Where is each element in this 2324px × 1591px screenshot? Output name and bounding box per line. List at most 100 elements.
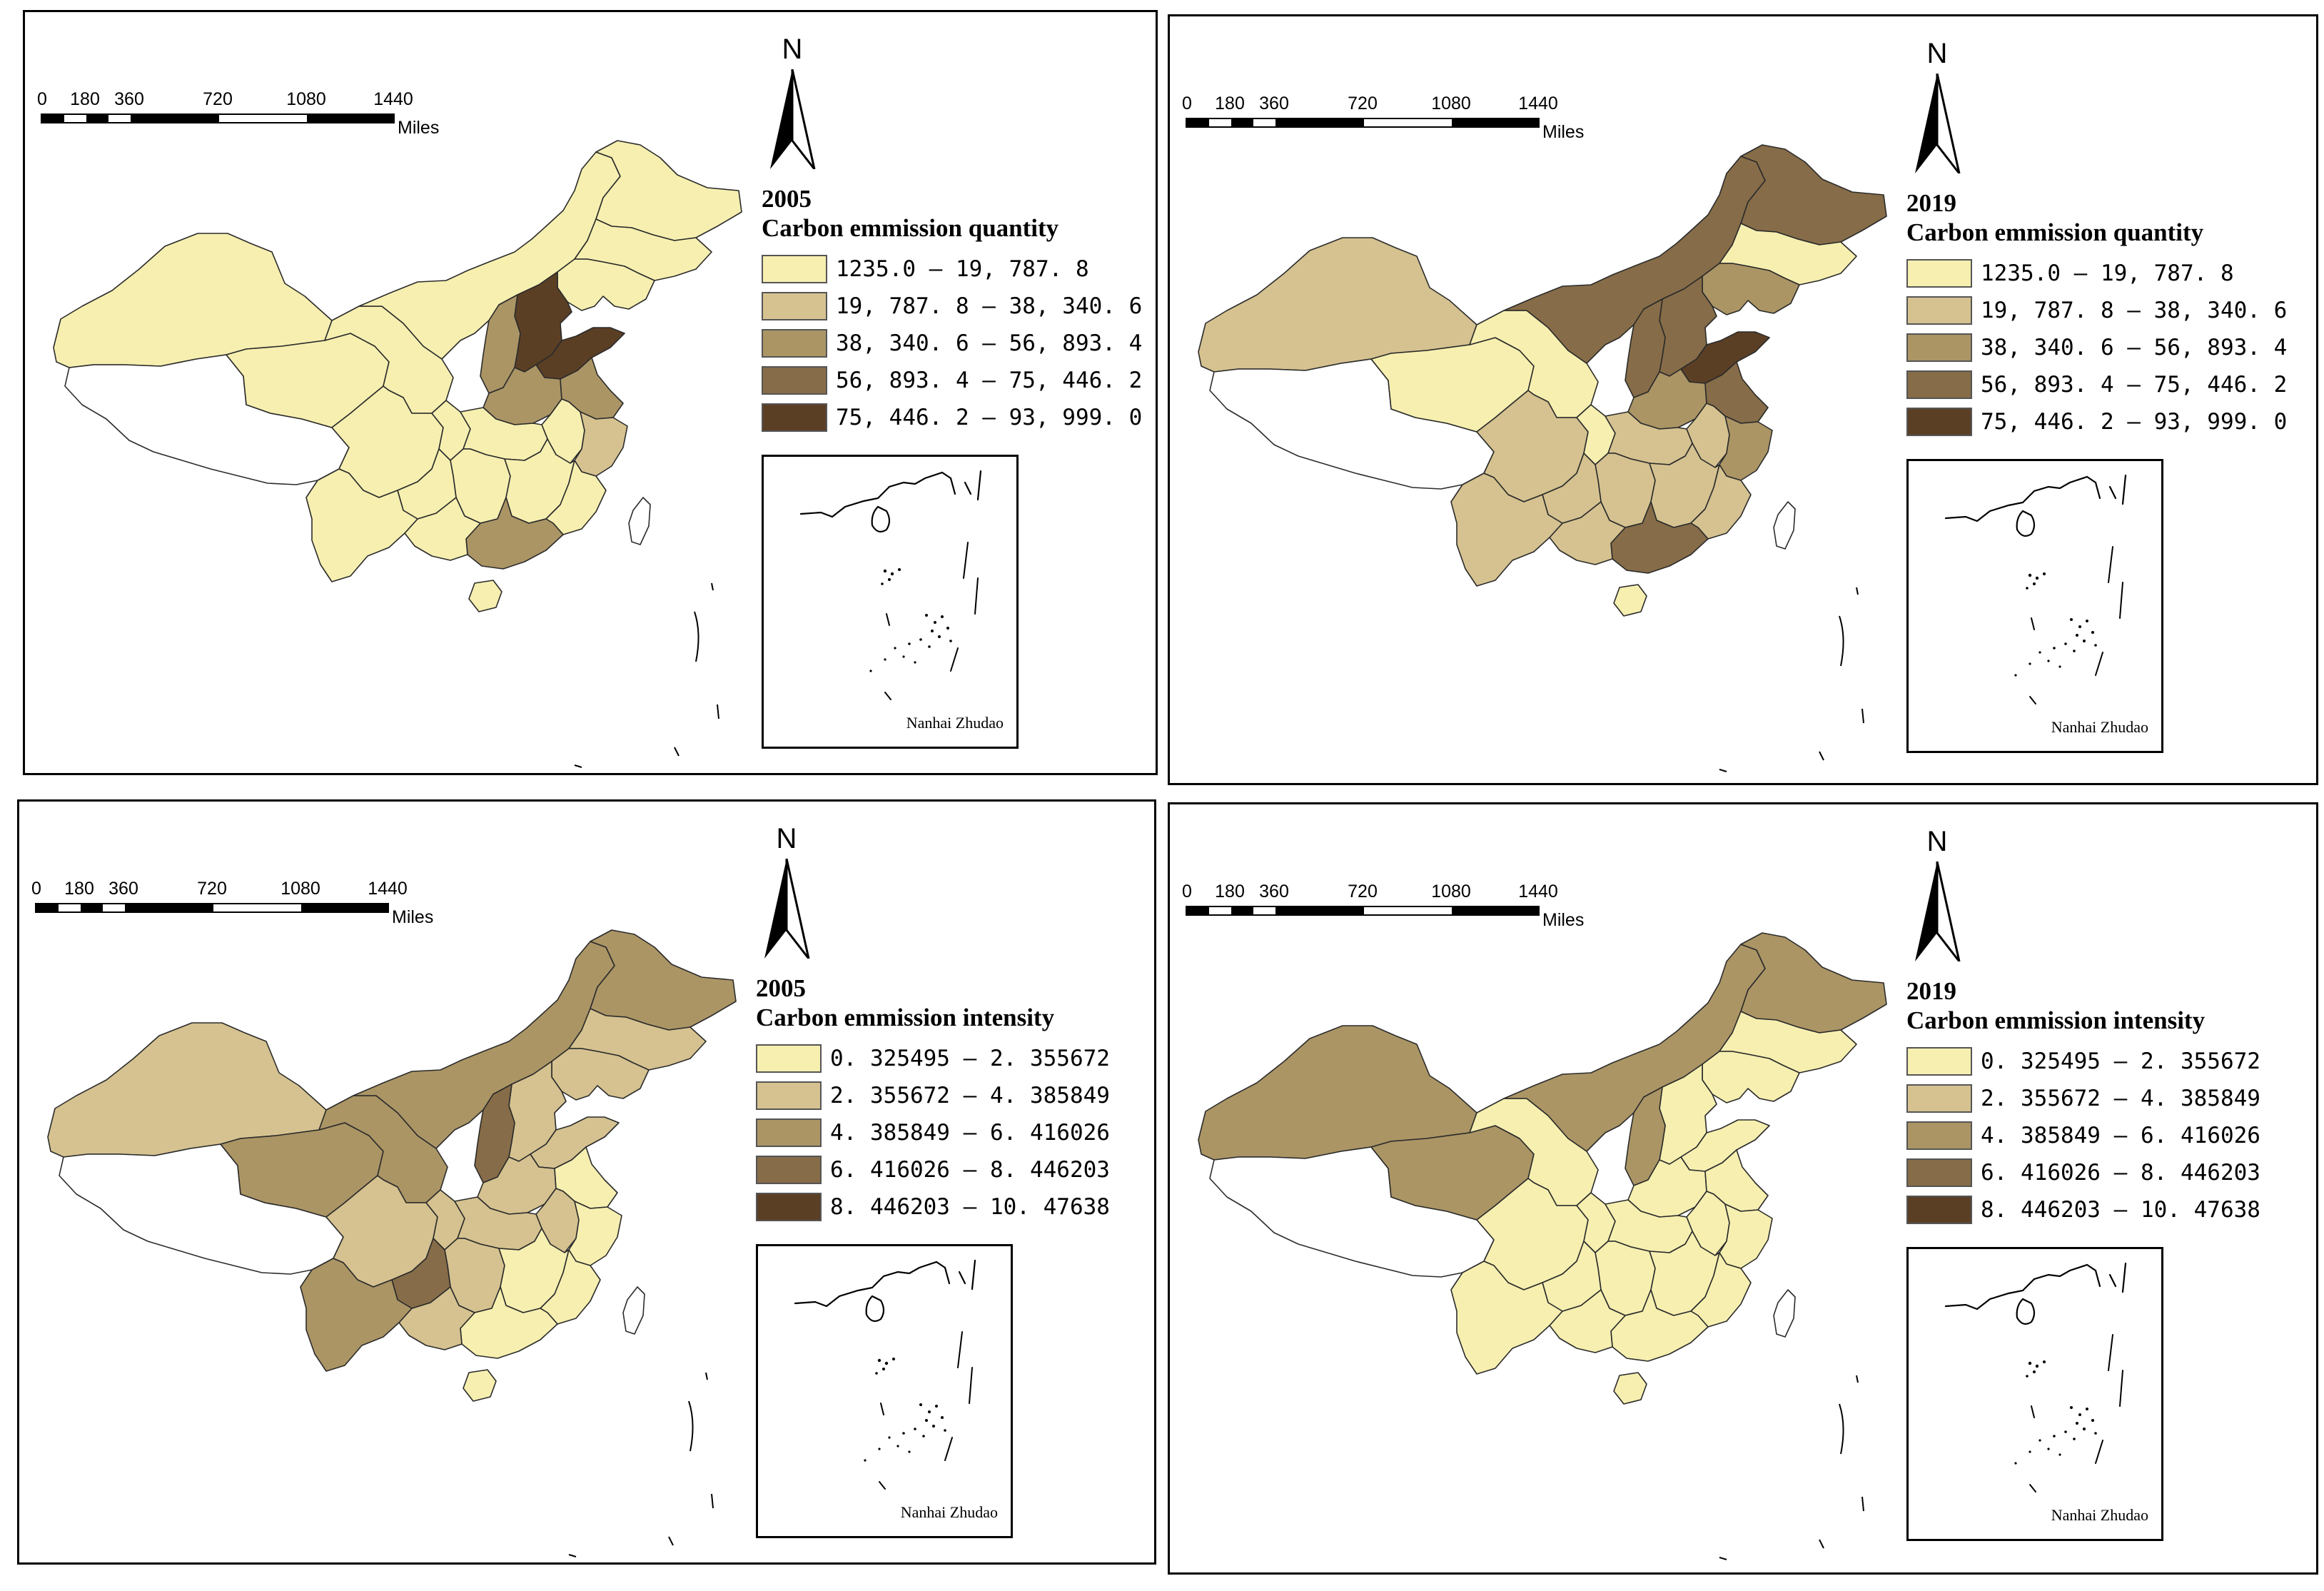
legend-row: 4. 385849 — 6. 416026 [1906, 1117, 2306, 1154]
legend-swatch [762, 366, 827, 395]
scale-tick: 180 [1215, 882, 1245, 901]
scale-tick: 1080 [1431, 882, 1471, 901]
legend-label: 0. 325495 — 2. 355672 [1981, 1049, 2260, 1074]
province-zhejiang [1719, 415, 1773, 481]
legend-swatch [762, 329, 827, 358]
scale-bar-segments [1186, 906, 1540, 916]
south-china-sea-inset: Nanhai Zhudao [756, 1244, 1013, 1538]
scale-tick: 360 [114, 89, 144, 109]
legend-row: 75, 446. 2 — 93, 999. 0 [1906, 403, 2306, 440]
legend: 2019 Carbon emmission quantity 1235.0 — … [1906, 189, 2306, 440]
scale-bar: 0 180 360 720 1080 1440 Miles [37, 89, 440, 153]
north-label: N [1926, 38, 1948, 69]
legend-label: 56, 893. 4 — 75, 446. 2 [1981, 372, 2288, 398]
legend-row: 75, 446. 2 — 93, 999. 0 [762, 399, 1161, 436]
province-fujian [1690, 464, 1752, 540]
legend-label: 19, 787. 8 — 38, 340. 6 [836, 293, 1143, 319]
legend-label: 0. 325495 — 2. 355672 [830, 1046, 1110, 1071]
legend-swatch [762, 403, 827, 432]
legend-row: 38, 340. 6 — 56, 893. 4 [762, 325, 1161, 362]
scale-tick: 720 [1348, 882, 1378, 901]
scale-units: Miles [398, 118, 440, 138]
legend-label: 19, 787. 8 — 38, 340. 6 [1981, 298, 2288, 323]
legend-year: 2005 [762, 185, 812, 213]
north-arrow-icon [764, 859, 810, 959]
scale-tick: 720 [197, 879, 227, 899]
scale-bar-segments [1186, 118, 1540, 128]
province-zhejiang [574, 411, 628, 477]
scale-tick: 1440 [1518, 94, 1558, 113]
scale-tick: 360 [108, 879, 138, 899]
scale-tick: 1440 [368, 879, 408, 899]
legend-row: 0. 325495 — 2. 355672 [756, 1040, 1156, 1077]
scale-tick: 0 [1182, 882, 1192, 901]
legend-title: Carbon emmission intensity [756, 1004, 1055, 1031]
scale-tick: 1080 [281, 879, 320, 899]
scale-tick: 1440 [1518, 882, 1558, 901]
legend: 2019 Carbon emmission intensity 0. 32549… [1906, 977, 2306, 1228]
scale-tick: 0 [1182, 94, 1192, 113]
province-hainan [468, 580, 502, 612]
legend-row: 19, 787. 8 — 38, 340. 6 [1906, 292, 2306, 329]
legend-row: 0. 325495 — 2. 355672 [1906, 1043, 2306, 1080]
legend-label: 1235.0 — 19, 787. 8 [836, 256, 1089, 282]
inset-map [1944, 1262, 2127, 1492]
province-yunnan [305, 468, 418, 582]
legend-row: 4. 385849 — 6. 416026 [756, 1114, 1156, 1151]
legend-row: 38, 340. 6 — 56, 893. 4 [1906, 329, 2306, 366]
map-panel-intensity-2019: 0 180 360 720 1080 1440 Miles N [1168, 802, 2318, 1575]
legend-year: 2005 [756, 974, 806, 1002]
north-arrow-icon [770, 69, 816, 169]
legend-swatch [1906, 1047, 1972, 1076]
scale-tick: 180 [70, 89, 100, 109]
north-arrow: N [1905, 826, 1969, 961]
scale-units: Miles [392, 907, 434, 927]
scale-bar-segments [41, 113, 395, 123]
province-heilongjiang [590, 929, 737, 1031]
legend-label: 6. 416026 — 8. 446203 [830, 1157, 1110, 1183]
legend-swatch [1906, 296, 1972, 325]
legend-year: 2019 [1906, 189, 1956, 217]
legend-swatch [1906, 1196, 1972, 1224]
province-fujian [540, 1249, 601, 1325]
province-taiwan [622, 1286, 645, 1335]
legend-label: 2. 355672 — 4. 385849 [830, 1083, 1110, 1108]
legend-row: 56, 893. 4 — 75, 446. 2 [1906, 366, 2306, 403]
legend-swatch [756, 1118, 822, 1147]
china-choropleth-map [53, 140, 742, 768]
legend-row: 8. 446203 — 10. 47638 [756, 1188, 1156, 1226]
legend-title: Carbon emmission quantity [762, 214, 1059, 242]
legend-swatch [762, 292, 827, 320]
south-china-sea-inset: Nanhai Zhudao [1906, 1247, 2163, 1541]
scale-units: Miles [1542, 910, 1585, 930]
legend-label: 56, 893. 4 — 75, 446. 2 [836, 368, 1143, 393]
legend-swatch [1906, 1121, 1972, 1150]
china-choropleth-map [1198, 932, 1887, 1560]
legend-label: 75, 446. 2 — 93, 999. 0 [836, 405, 1143, 430]
province-heilongjiang [1740, 932, 1887, 1034]
north-arrow: N [1905, 38, 1969, 173]
province-yunnan [1450, 473, 1563, 587]
inset-map [794, 1259, 976, 1490]
legend-label: 75, 446. 2 — 93, 999. 0 [1981, 409, 2288, 435]
legend-row: 19, 787. 8 — 38, 340. 6 [762, 288, 1161, 325]
scale-bar: 0 180 360 720 1080 1440 Miles [1182, 882, 1585, 946]
legend-row: 1235.0 — 19, 787. 8 [762, 251, 1161, 288]
province-hainan [463, 1369, 497, 1402]
scale-tick: 1080 [1431, 94, 1471, 113]
legend-swatch [756, 1193, 822, 1221]
scale-bar: 0 180 360 720 1080 1440 Miles [31, 879, 435, 943]
scale-tick: 180 [1215, 94, 1245, 113]
north-label: N [1926, 826, 1948, 857]
scale-tick: 1440 [373, 89, 413, 109]
inset-label: Nanhai Zhudao [906, 714, 1004, 732]
scale-tick: 180 [64, 879, 94, 899]
legend-swatch [1906, 333, 1972, 362]
legend-row: 6. 416026 — 8. 446203 [756, 1151, 1156, 1188]
legend-label: 38, 340. 6 — 56, 893. 4 [1981, 335, 2288, 360]
china-choropleth-map [47, 929, 737, 1557]
scale-tick: 720 [1348, 94, 1378, 113]
legend-swatch [756, 1156, 822, 1184]
scale-tick: 0 [31, 879, 41, 899]
province-yunnan [300, 1258, 413, 1372]
